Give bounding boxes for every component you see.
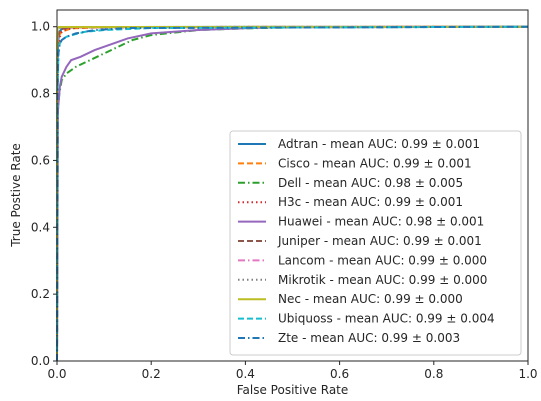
y-tick-label: 0.2	[31, 287, 50, 301]
legend-entry-10: Zte - mean AUC: 0.99 ± 0.003	[278, 331, 460, 345]
x-tick-label: 0.6	[330, 367, 349, 381]
x-tick-label: 0.4	[236, 367, 255, 381]
x-tick-label: 0.8	[424, 367, 443, 381]
y-axis-ticks: 0.0 0.2 0.4 0.6 0.8 1.0	[31, 20, 57, 368]
legend-entry-9: Ubiquoss - mean AUC: 0.99 ± 0.004	[278, 312, 495, 326]
legend-entry-0: Adtran - mean AUC: 0.99 ± 0.001	[278, 137, 480, 151]
series-line-10	[56, 25, 529, 362]
y-axis-label: True Postive Rate	[9, 143, 23, 248]
y-tick-label: 0.6	[31, 153, 50, 167]
legend-entry-8: Nec - mean AUC: 0.99 ± 0.000	[278, 292, 463, 306]
plot-frame	[56, 9, 529, 362]
x-tick-label: 0.0	[47, 367, 66, 381]
y-tick-label: 0.4	[31, 220, 50, 234]
legend-box	[229, 130, 522, 356]
y-tick-label: 0.0	[31, 354, 50, 368]
y-tick-label: 1.0	[31, 20, 50, 34]
series-line-4	[56, 25, 529, 362]
legend: Adtran - mean AUC: 0.99 ± 0.001 Cisco - m…	[229, 130, 522, 356]
x-axis-ticks: 0.0 0.2 0.4 0.6 0.8 1.0	[47, 361, 538, 381]
legend-items: Adtran - mean AUC: 0.99 ± 0.001 Cisco - m…	[238, 137, 495, 345]
x-tick-label: 1.0	[518, 367, 537, 381]
legend-entry-6: Lancom - mean AUC: 0.99 ± 0.000	[278, 253, 487, 267]
x-tick-label: 0.2	[142, 367, 161, 381]
y-tick-label: 0.8	[31, 87, 50, 101]
legend-entry-7: Mikrotik - mean AUC: 0.99 ± 0.000	[278, 273, 487, 287]
legend-entry-2: Dell - mean AUC: 0.98 ± 0.005	[278, 176, 463, 190]
x-axis-label: False Positive Rate	[237, 383, 349, 397]
legend-entry-4: Huawei - mean AUC: 0.98 ± 0.001	[278, 215, 484, 229]
legend-entry-5: Juniper - mean AUC: 0.99 ± 0.001	[277, 234, 482, 248]
legend-entry-3: H3c - mean AUC: 0.99 ± 0.001	[278, 195, 463, 209]
series-line-1	[56, 25, 529, 362]
legend-entry-1: Cisco - mean AUC: 0.99 ± 0.001	[278, 156, 472, 170]
